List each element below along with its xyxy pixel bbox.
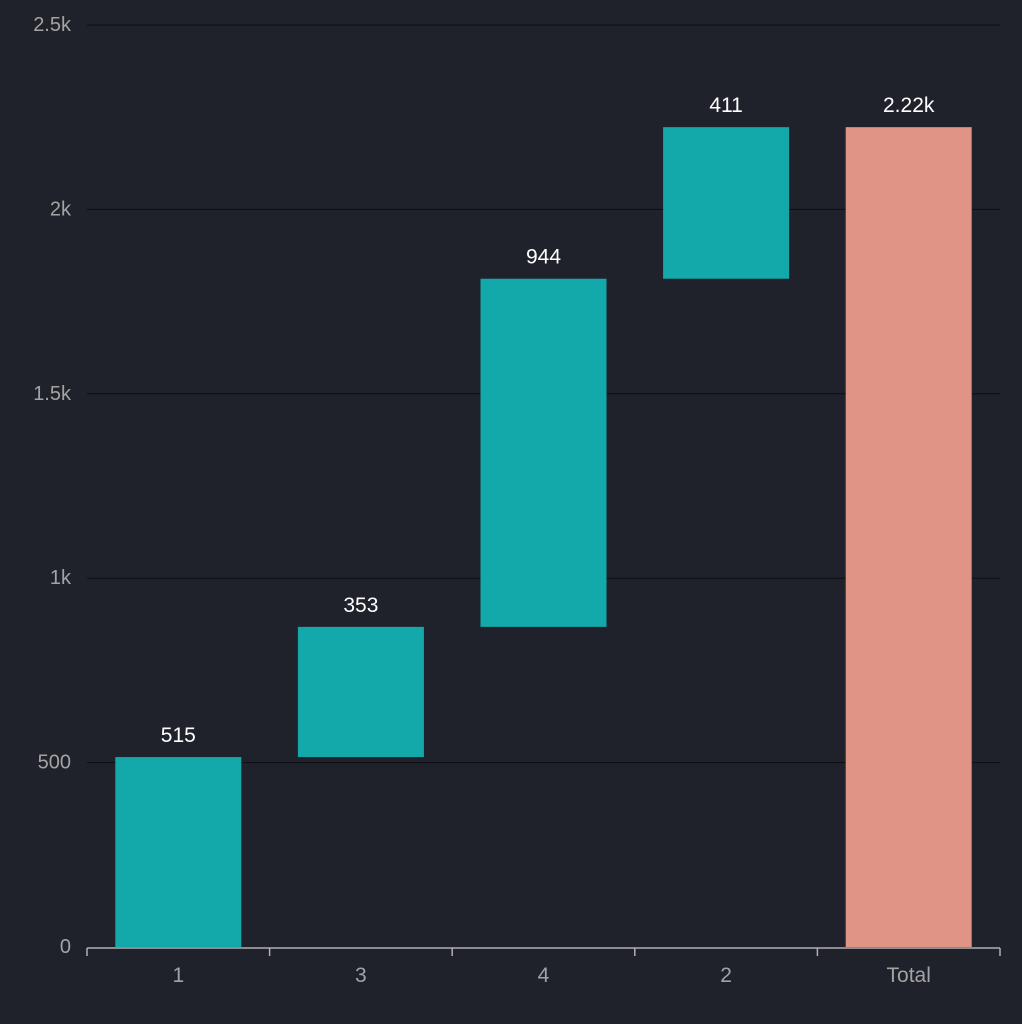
y-tick-label: 1k: [50, 567, 72, 589]
y-axis-tick-labels: 0 500 1k 1.5k 2k 2.5k: [33, 14, 72, 958]
x-tick-label: Total: [887, 964, 931, 987]
x-tick-label: 2: [720, 964, 732, 987]
y-tick-label: 0: [60, 936, 71, 958]
data-label: 944: [526, 246, 561, 269]
data-label: 353: [343, 594, 378, 617]
x-tick-label: 3: [355, 964, 367, 987]
y-tick-label: 2k: [50, 198, 72, 220]
y-tick-label: 2.5k: [33, 14, 72, 36]
bars: [115, 127, 972, 948]
bar-total: [845, 127, 972, 948]
bar-increase: [115, 757, 242, 947]
x-axis-ticks: 1 3 4 2 Total: [86, 948, 1001, 987]
bar-increase: [480, 278, 607, 627]
data-label: 411: [709, 94, 742, 117]
data-labels: 515 353 944 411 2.22k: [161, 94, 935, 747]
bar-increase: [663, 127, 790, 279]
y-tick-label: 1.5k: [33, 383, 72, 405]
x-tick-label: 1: [172, 964, 184, 987]
bar-increase: [297, 626, 424, 758]
data-label: 515: [161, 724, 196, 747]
y-tick-label: 500: [38, 752, 71, 774]
data-label: 2.22k: [883, 94, 935, 117]
x-tick-label: 4: [538, 964, 550, 987]
